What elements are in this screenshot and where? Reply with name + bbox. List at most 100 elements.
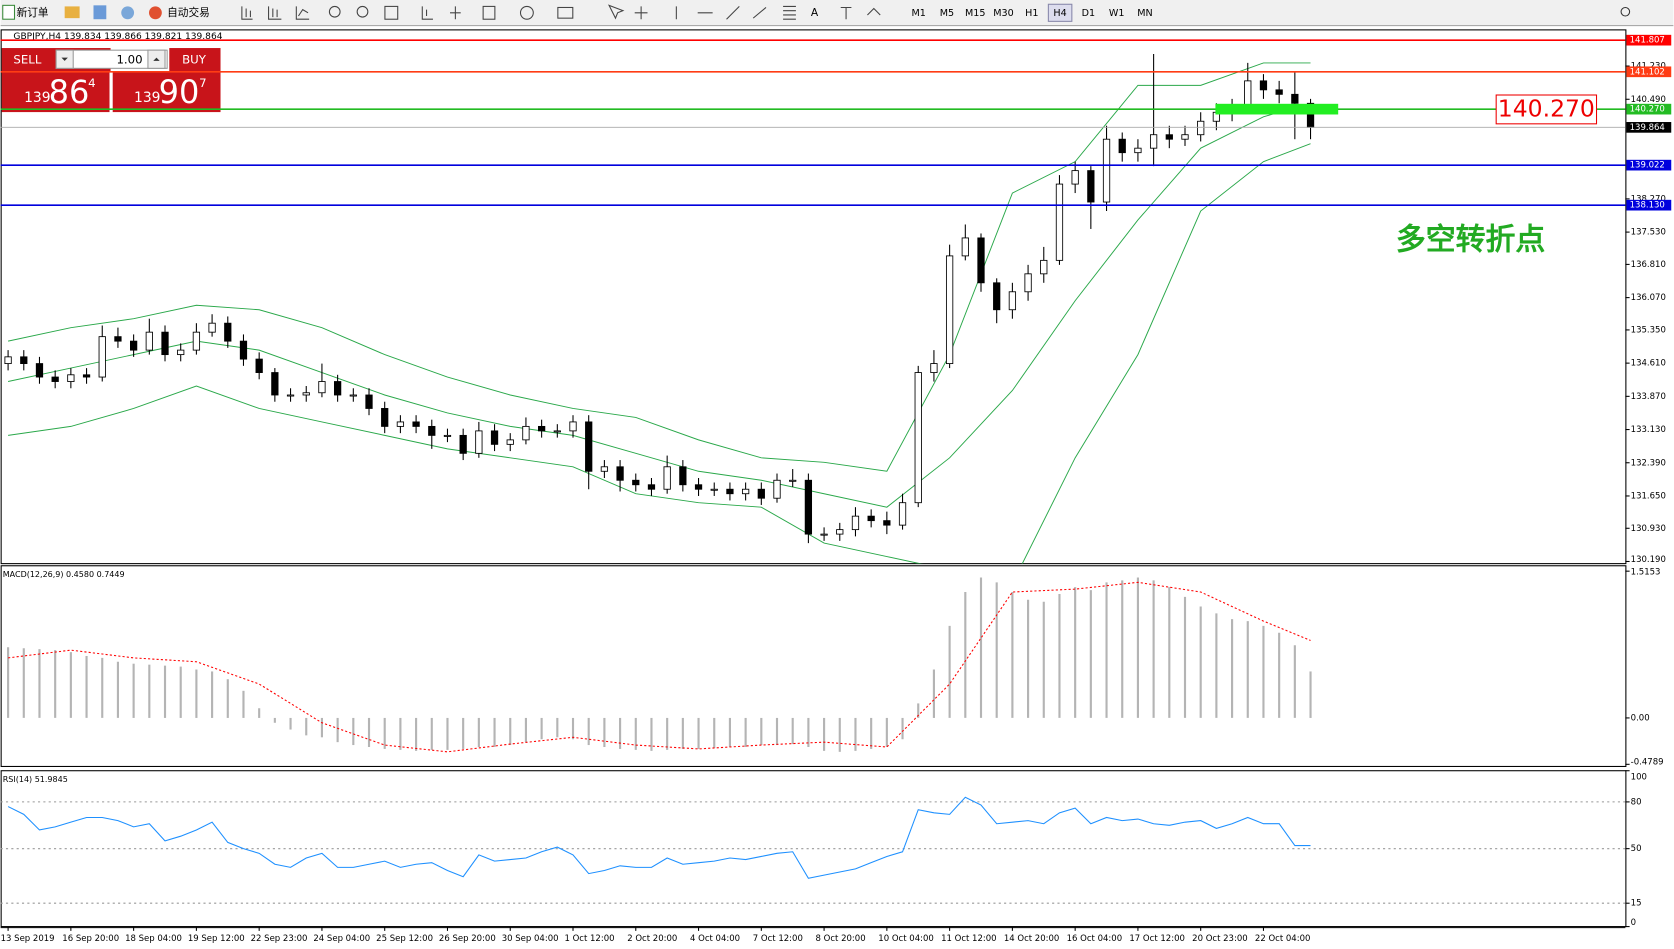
x-tick-label: 20 Oct 23:00 [1192, 934, 1248, 944]
sell-label[interactable]: SELL [13, 52, 41, 66]
timeframe-button[interactable]: H4 [1053, 8, 1066, 19]
toolbar-icon[interactable] [64, 6, 80, 19]
annotation-price: 140.270 [1498, 94, 1595, 122]
candle-body [930, 363, 938, 373]
candle-body [1149, 134, 1158, 149]
y-tick-label: 136.070 [1631, 293, 1666, 303]
candle-body [98, 336, 106, 378]
candle-body [820, 533, 828, 536]
toolbar-icon[interactable] [121, 6, 135, 20]
candle-body [600, 466, 609, 472]
buy-label[interactable]: BUY [182, 52, 207, 66]
toolbar-icon[interactable] [93, 5, 107, 20]
text-tool[interactable]: A [811, 6, 819, 19]
candle-body [459, 434, 467, 454]
candle-body [1291, 93, 1299, 104]
timeframe-button[interactable]: M30 [993, 8, 1014, 19]
x-tick-label: 1 Oct 12:00 [564, 934, 614, 944]
x-tick-label: 14 Oct 20:00 [1004, 934, 1060, 944]
sell-price-pip: 4 [88, 76, 95, 90]
y-tick-label: 133.130 [1631, 425, 1666, 435]
sell-price-box[interactable] [1, 71, 110, 113]
candle-body [130, 340, 138, 351]
level-label-box [1626, 103, 1672, 115]
x-tick-label: 2 Oct 20:00 [627, 934, 677, 944]
candle-body [381, 408, 389, 427]
candle-body [192, 331, 201, 351]
main-chart-title: GBPJPY,H4 139.834 139.866 139.821 139.86… [13, 32, 222, 42]
candle-body [647, 484, 656, 490]
candle-body [1071, 170, 1079, 185]
lots-value[interactable]: 1.00 [116, 52, 142, 66]
x-tick-label: 30 Sep 04:00 [502, 934, 559, 944]
candle-body [945, 255, 954, 365]
buy-button[interactable] [169, 48, 221, 72]
candle-body [443, 434, 452, 437]
candle-body [757, 488, 765, 499]
candle-body [804, 479, 813, 535]
candle-body [898, 502, 907, 526]
timeframe-button[interactable]: D1 [1082, 8, 1096, 19]
candle-body [177, 349, 185, 356]
candle-body [51, 376, 59, 382]
panel-title: RSI(14) 51.9845 [3, 775, 68, 784]
candle-body [585, 421, 593, 472]
auto-trading-button[interactable]: 自动交易 [167, 6, 210, 19]
candle-body [412, 421, 420, 427]
timeframe-button[interactable]: M15 [965, 8, 986, 19]
x-tick-label: 24 Sep 04:00 [313, 934, 370, 944]
panel-frame [0, 29, 1627, 565]
candle-body [1165, 134, 1173, 140]
candle-body [553, 430, 561, 433]
level-label: 141.807 [1630, 36, 1665, 46]
candle-body [537, 425, 546, 432]
buy-price-box[interactable] [112, 71, 221, 113]
candle-body [35, 363, 44, 378]
candle-body [1024, 273, 1032, 293]
y-tick-label: 1.5153 [1631, 568, 1661, 578]
candle-body [255, 358, 263, 373]
candle-body [961, 237, 969, 257]
candle-body [616, 466, 624, 481]
panel-frame [0, 565, 1627, 767]
candle-body [1275, 89, 1283, 95]
candle-body [1134, 147, 1142, 154]
y-tick-label: 135.350 [1631, 325, 1666, 335]
candle-body [632, 479, 640, 486]
candle-body [208, 322, 216, 333]
candle-body [741, 488, 750, 495]
one-click-trading: SELL 1.00 BUY 139 86 4 139 90 7 [1, 48, 221, 113]
bollinger-upper [7, 62, 1311, 472]
toolbar-tools[interactable] [241, 4, 881, 20]
y-tick-label: 134.610 [1631, 359, 1666, 369]
level-label: 141.102 [1630, 67, 1665, 77]
annotation-note: 多空转折点 [1396, 222, 1546, 257]
toolbar: 新订单 自动交易 A M1 M5 M15 M30 H1 H4 D1 W1 MN [0, 0, 1674, 27]
bollinger-lower [8, 143, 1311, 564]
timeframe-button[interactable]: H1 [1025, 8, 1038, 19]
turning-zone [1215, 103, 1339, 115]
y-tick-label: 130.190 [1631, 555, 1666, 565]
candle-body [663, 466, 671, 490]
y-tick-label: 0 [1631, 918, 1636, 928]
y-tick-label: 133.870 [1631, 392, 1666, 402]
timeframe-button[interactable]: MN [1137, 8, 1152, 19]
candle-body [333, 381, 342, 396]
level-label-box [1626, 34, 1672, 46]
y-tick-label: 0.00 [1631, 713, 1650, 723]
timeframe-button[interactable]: W1 [1109, 8, 1125, 19]
candle-body [318, 381, 326, 394]
timeframe-selected [1047, 3, 1073, 22]
x-tick-label: 4 Oct 04:00 [690, 934, 740, 944]
level-label: 140.270 [1630, 105, 1665, 115]
buy-price-big: 139 [134, 90, 160, 106]
new-order-button[interactable]: 新订单 [17, 6, 49, 19]
y-tick-label: 138.270 [1631, 194, 1666, 204]
search-icon[interactable] [1620, 6, 1631, 17]
auto-trading-icon[interactable] [149, 6, 162, 20]
timeframe-button[interactable]: M1 [911, 8, 925, 19]
new-order-icon[interactable] [2, 4, 16, 20]
timeframe-button[interactable]: M5 [940, 8, 954, 19]
candle-body [1102, 138, 1111, 203]
